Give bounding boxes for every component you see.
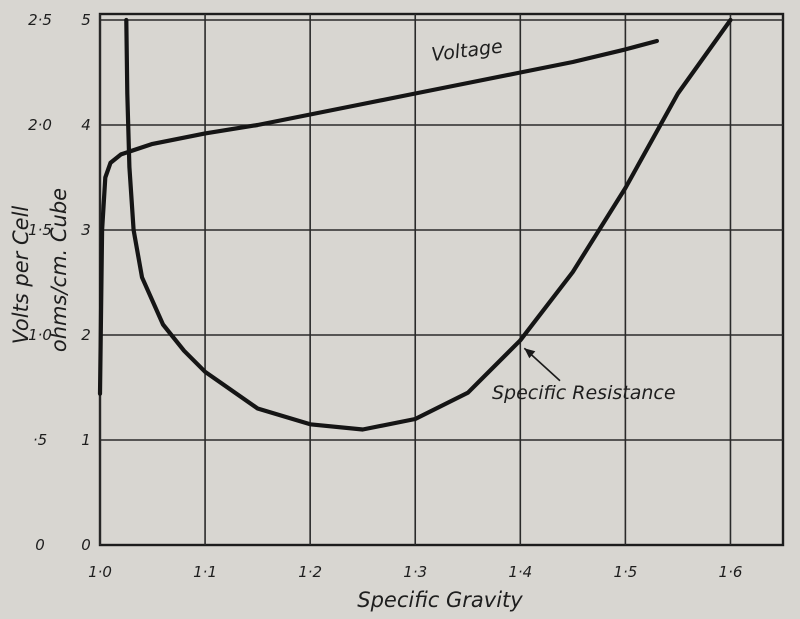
volts-tick-label: 2·0 <box>28 116 52 134</box>
ohms-tick-label: 5 <box>81 11 91 29</box>
x-tick-label: 1·0 <box>88 563 112 581</box>
series-line-specific-resistance <box>124 17 733 432</box>
y-axis-label-volts: Volts per Cell <box>9 206 33 345</box>
ohms-tick-label: 4 <box>81 116 91 134</box>
volts-tick-label: ·5 <box>33 431 47 449</box>
x-tick-label: 1·2 <box>298 563 322 581</box>
x-tick-label: 1·6 <box>719 563 743 581</box>
series-line-voltage <box>97 38 659 396</box>
volts-tick-label: 1·0 <box>28 326 52 344</box>
ohms-tick-label: 0 <box>81 536 91 554</box>
annotation-specific-resistance: Specific Resistance <box>492 382 676 404</box>
volts-tick-label: 1·5 <box>28 221 52 239</box>
x-tick-label: 1·4 <box>508 563 532 581</box>
y-axis-label-ohms: ohms/cm. Cube <box>47 188 71 352</box>
labels: Specific Gravity Volts per Cell ohms/cm. C… <box>9 36 676 612</box>
tick-labels: 1·0 1·1 1·2 1·3 1·4 1·5 1·6 0 1 2 3 4 5 0 ·5 1·0 1·5 2·0 2… <box>28 11 742 581</box>
ohms-tick-label: 1 <box>81 431 91 449</box>
curves <box>97 17 733 432</box>
ohms-tick-label: 2 <box>81 326 91 344</box>
ohms-tick-label: 3 <box>81 221 91 239</box>
x-axis-label: Specific Gravity <box>357 588 523 612</box>
x-tick-label: 1·5 <box>613 563 637 581</box>
x-tick-label: 1·1 <box>193 563 217 581</box>
volts-tick-label: 0 <box>35 536 45 554</box>
volts-tick-label: 2·5 <box>28 11 52 29</box>
x-tick-label: 1·3 <box>403 563 427 581</box>
annotation-arrow-head <box>524 348 536 359</box>
